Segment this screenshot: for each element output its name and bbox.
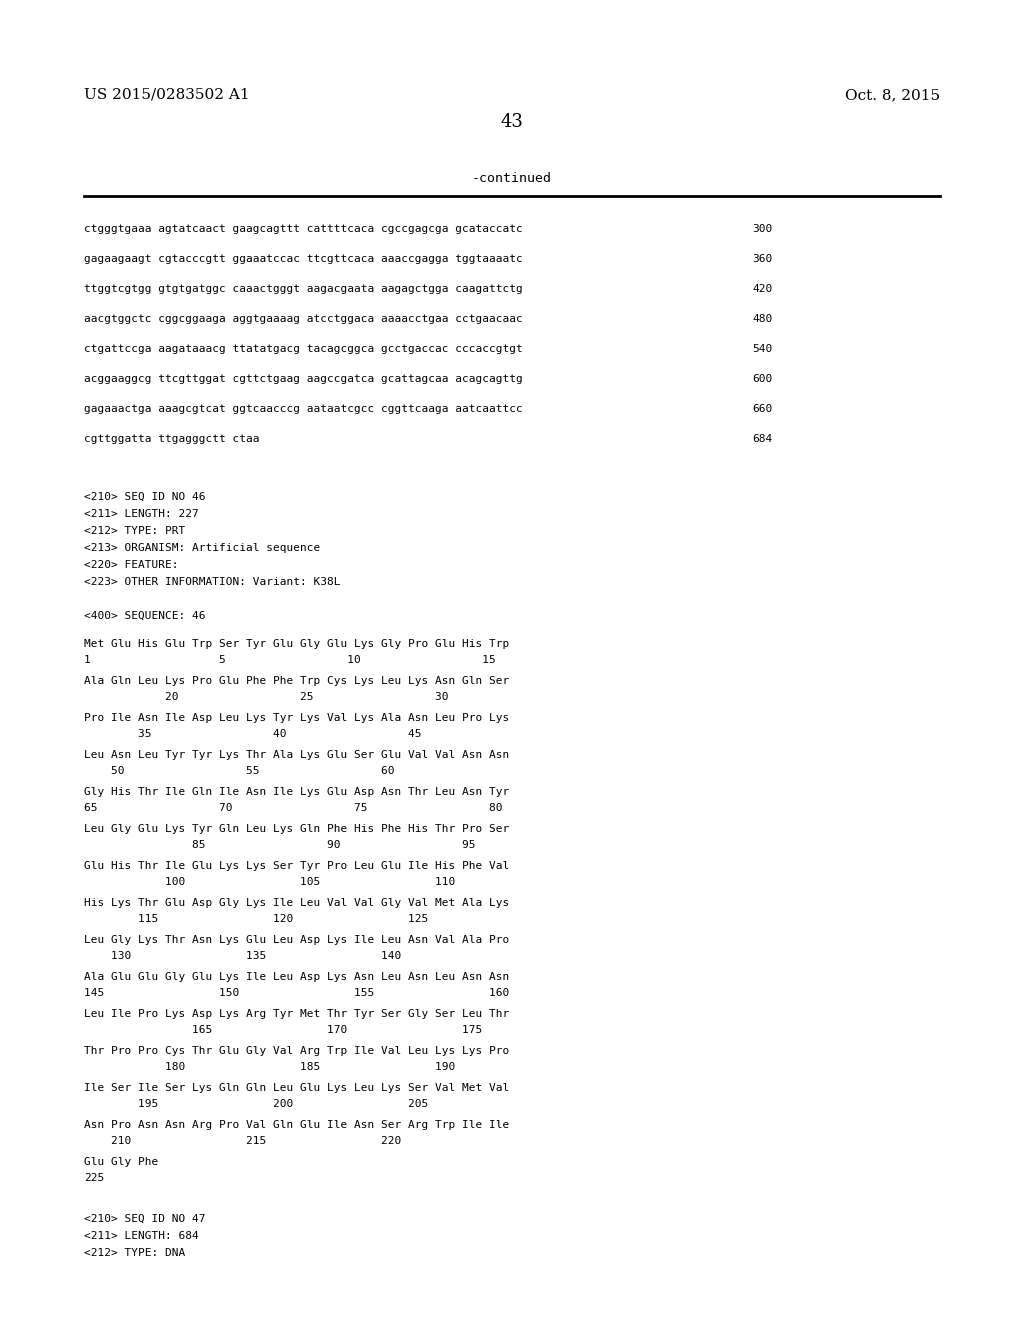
Text: 360: 360 [753,253,773,264]
Text: Pro Ile Asn Ile Asp Leu Lys Tyr Lys Val Lys Ala Asn Leu Pro Lys: Pro Ile Asn Ile Asp Leu Lys Tyr Lys Val … [84,713,509,723]
Text: 195                 200                 205: 195 200 205 [84,1100,428,1109]
Text: Glu Gly Phe: Glu Gly Phe [84,1158,159,1167]
Text: 35                  40                  45: 35 40 45 [84,729,422,739]
Text: ttggtcgtgg gtgtgatggc caaactgggt aagacgaata aagagctgga caagattctg: ttggtcgtgg gtgtgatggc caaactgggt aagacga… [84,284,522,294]
Text: ctgattccga aagataaacg ttatatgacg tacagcggca gcctgaccac cccaccgtgt: ctgattccga aagataaacg ttatatgacg tacagcg… [84,345,522,354]
Text: 165                 170                 175: 165 170 175 [84,1026,482,1035]
Text: 480: 480 [753,314,773,323]
Text: Ala Gln Leu Lys Pro Glu Phe Phe Trp Cys Lys Leu Lys Asn Gln Ser: Ala Gln Leu Lys Pro Glu Phe Phe Trp Cys … [84,676,509,686]
Text: <223> OTHER INFORMATION: Variant: K38L: <223> OTHER INFORMATION: Variant: K38L [84,577,340,587]
Text: 20                  25                  30: 20 25 30 [84,692,449,702]
Text: 684: 684 [753,434,773,444]
Text: 600: 600 [753,374,773,384]
Text: 225: 225 [84,1173,104,1183]
Text: 540: 540 [753,345,773,354]
Text: 43: 43 [501,114,523,131]
Text: Leu Ile Pro Lys Asp Lys Arg Tyr Met Thr Tyr Ser Gly Ser Leu Thr: Leu Ile Pro Lys Asp Lys Arg Tyr Met Thr … [84,1008,509,1019]
Text: 300: 300 [753,224,773,234]
Text: aacgtggctc cggcggaaga aggtgaaaag atcctggaca aaaacctgaa cctgaacaac: aacgtggctc cggcggaaga aggtgaaaag atcctgg… [84,314,522,323]
Text: Leu Gly Glu Lys Tyr Gln Leu Lys Gln Phe His Phe His Thr Pro Ser: Leu Gly Glu Lys Tyr Gln Leu Lys Gln Phe … [84,824,509,834]
Text: 660: 660 [753,404,773,414]
Text: Ala Glu Glu Gly Glu Lys Ile Leu Asp Lys Asn Leu Asn Leu Asn Asn: Ala Glu Glu Gly Glu Lys Ile Leu Asp Lys … [84,972,509,982]
Text: <211> LENGTH: 227: <211> LENGTH: 227 [84,510,199,519]
Text: His Lys Thr Glu Asp Gly Lys Ile Leu Val Val Gly Val Met Ala Lys: His Lys Thr Glu Asp Gly Lys Ile Leu Val … [84,898,509,908]
Text: Gly His Thr Ile Gln Ile Asn Ile Lys Glu Asp Asn Thr Leu Asn Tyr: Gly His Thr Ile Gln Ile Asn Ile Lys Glu … [84,787,509,797]
Text: Oct. 8, 2015: Oct. 8, 2015 [845,88,940,102]
Text: 115                 120                 125: 115 120 125 [84,913,428,924]
Text: cgttggatta ttgagggctt ctaa: cgttggatta ttgagggctt ctaa [84,434,259,444]
Text: gagaagaagt cgtacccgtt ggaaatccac ttcgttcaca aaaccgagga tggtaaaatc: gagaagaagt cgtacccgtt ggaaatccac ttcgttc… [84,253,522,264]
Text: <212> TYPE: PRT: <212> TYPE: PRT [84,525,185,536]
Text: <211> LENGTH: 684: <211> LENGTH: 684 [84,1232,199,1241]
Text: <212> TYPE: DNA: <212> TYPE: DNA [84,1247,185,1258]
Text: gagaaactga aaagcgtcat ggtcaacccg aataatcgcc cggttcaaga aatcaattcc: gagaaactga aaagcgtcat ggtcaacccg aataatc… [84,404,522,414]
Text: Asn Pro Asn Asn Arg Pro Val Gln Glu Ile Asn Ser Arg Trp Ile Ile: Asn Pro Asn Asn Arg Pro Val Gln Glu Ile … [84,1119,509,1130]
Text: 100                 105                 110: 100 105 110 [84,876,456,887]
Text: 85                  90                  95: 85 90 95 [84,840,475,850]
Text: 130                 135                 140: 130 135 140 [84,950,401,961]
Text: Met Glu His Glu Trp Ser Tyr Glu Gly Glu Lys Gly Pro Glu His Trp: Met Glu His Glu Trp Ser Tyr Glu Gly Glu … [84,639,509,649]
Text: 420: 420 [753,284,773,294]
Text: 65                  70                  75                  80: 65 70 75 80 [84,803,503,813]
Text: <210> SEQ ID NO 46: <210> SEQ ID NO 46 [84,492,206,502]
Text: ctgggtgaaa agtatcaact gaagcagttt cattttcaca cgccgagcga gcataccatc: ctgggtgaaa agtatcaact gaagcagttt cattttc… [84,224,522,234]
Text: <400> SEQUENCE: 46: <400> SEQUENCE: 46 [84,611,206,620]
Text: acggaaggcg ttcgttggat cgttctgaag aagccgatca gcattagcaa acagcagttg: acggaaggcg ttcgttggat cgttctgaag aagccga… [84,374,522,384]
Text: Leu Gly Lys Thr Asn Lys Glu Leu Asp Lys Ile Leu Asn Val Ala Pro: Leu Gly Lys Thr Asn Lys Glu Leu Asp Lys … [84,935,509,945]
Text: 1                   5                  10                  15: 1 5 10 15 [84,655,496,665]
Text: Leu Asn Leu Tyr Tyr Lys Thr Ala Lys Glu Ser Glu Val Val Asn Asn: Leu Asn Leu Tyr Tyr Lys Thr Ala Lys Glu … [84,750,509,760]
Text: 145                 150                 155                 160: 145 150 155 160 [84,987,509,998]
Text: -continued: -continued [472,172,552,185]
Text: US 2015/0283502 A1: US 2015/0283502 A1 [84,88,250,102]
Text: 180                 185                 190: 180 185 190 [84,1063,456,1072]
Text: Glu His Thr Ile Glu Lys Lys Ser Tyr Pro Leu Glu Ile His Phe Val: Glu His Thr Ile Glu Lys Lys Ser Tyr Pro … [84,861,509,871]
Text: 50                  55                  60: 50 55 60 [84,766,394,776]
Text: Ile Ser Ile Ser Lys Gln Gln Leu Glu Lys Leu Lys Ser Val Met Val: Ile Ser Ile Ser Lys Gln Gln Leu Glu Lys … [84,1082,509,1093]
Text: <210> SEQ ID NO 47: <210> SEQ ID NO 47 [84,1214,206,1224]
Text: 210                 215                 220: 210 215 220 [84,1137,401,1146]
Text: <213> ORGANISM: Artificial sequence: <213> ORGANISM: Artificial sequence [84,543,321,553]
Text: <220> FEATURE:: <220> FEATURE: [84,560,178,570]
Text: Thr Pro Pro Cys Thr Glu Gly Val Arg Trp Ile Val Leu Lys Lys Pro: Thr Pro Pro Cys Thr Glu Gly Val Arg Trp … [84,1045,509,1056]
